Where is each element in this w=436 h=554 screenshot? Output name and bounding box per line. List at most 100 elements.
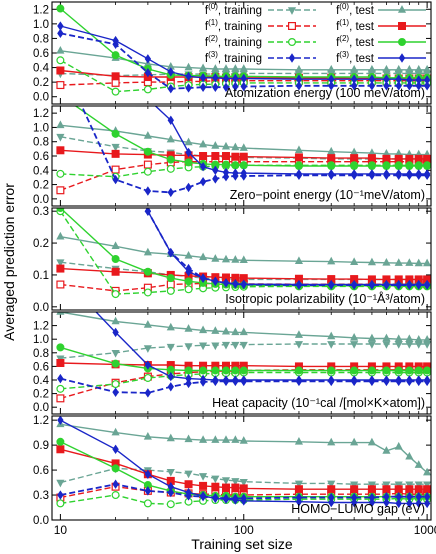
data-point	[111, 143, 120, 152]
data-point	[185, 83, 192, 93]
data-point	[382, 333, 391, 342]
data-point	[382, 366, 391, 375]
y-tick-label: 0.8	[33, 137, 49, 149]
data-point	[199, 252, 208, 261]
legend-label-base: f	[336, 53, 340, 65]
data-point	[231, 64, 240, 72]
data-point	[327, 341, 336, 349]
data-point	[239, 436, 248, 444]
data-point	[56, 4, 65, 13]
data-point	[184, 343, 193, 351]
data-point	[394, 64, 403, 73]
data-point	[414, 258, 423, 267]
data-point	[368, 169, 376, 179]
data-point	[405, 64, 414, 73]
data-point	[423, 481, 431, 490]
data-point	[328, 375, 335, 385]
data-point	[111, 78, 120, 87]
data-point	[367, 162, 376, 171]
data-point	[199, 325, 208, 334]
data-point	[56, 445, 65, 454]
legend-entry-1: f(1), training	[205, 18, 316, 33]
data-point	[405, 162, 414, 171]
data-point	[211, 482, 220, 491]
data-point	[394, 366, 403, 375]
data-point	[56, 133, 65, 142]
data-point	[221, 64, 231, 72]
data-point	[239, 478, 248, 487]
data-point	[239, 341, 248, 350]
data-point	[240, 375, 247, 385]
data-point	[231, 152, 240, 161]
data-point	[143, 267, 152, 276]
y-tick-label: 0.0	[33, 92, 49, 104]
y-tick-label: 0.2	[33, 180, 49, 192]
data-point	[350, 74, 358, 84]
data-point	[221, 326, 231, 335]
data-point	[415, 279, 422, 290]
data-point	[382, 341, 391, 349]
data-point	[212, 375, 219, 385]
legend-label-suffix: , training	[218, 53, 262, 65]
data-point	[423, 485, 431, 494]
data-point	[57, 21, 64, 31]
data-point	[414, 335, 423, 343]
y-tick-label: 0.3	[33, 490, 49, 502]
data-point	[211, 342, 220, 351]
data-point	[184, 434, 193, 443]
panel-series	[56, 4, 431, 96]
data-point	[350, 147, 359, 156]
data-point	[294, 256, 304, 265]
data-point	[405, 341, 414, 349]
y-tick-label: 0.6	[33, 48, 49, 60]
panel-frame	[51, 311, 432, 415]
series-7	[57, 21, 431, 85]
panel-frame	[51, 207, 432, 311]
data-point	[423, 498, 431, 509]
data-point	[231, 341, 240, 350]
data-point	[166, 468, 175, 477]
legend-entry-4: f(0), test	[336, 2, 426, 17]
data-point	[382, 162, 391, 171]
data-point	[185, 147, 192, 158]
data-point	[406, 81, 413, 91]
legend-label: f(1), test	[336, 18, 375, 33]
data-point	[184, 62, 193, 71]
data-point	[406, 498, 413, 509]
legend-sample-marker	[397, 5, 407, 13]
data-point	[56, 81, 65, 90]
data-point	[111, 290, 120, 299]
y-tick-label: 0.0	[33, 194, 49, 206]
data-point	[211, 254, 220, 262]
legend-label-base: f	[205, 37, 209, 49]
data-point	[56, 264, 65, 273]
series-7	[154, 106, 431, 179]
legend-label: f(1), training	[205, 18, 262, 33]
data-point	[199, 273, 207, 283]
data-point	[144, 54, 152, 64]
data-point	[350, 169, 358, 179]
data-point	[221, 254, 231, 263]
legend-label-sup: (3)	[208, 50, 218, 59]
y-tick-label: 0.1	[33, 270, 49, 282]
data-point	[232, 81, 239, 92]
data-point	[423, 366, 431, 375]
y-axis-label: Averaged prediction error	[1, 183, 17, 341]
data-point	[221, 341, 231, 350]
y-tick-label: 1.2	[33, 415, 49, 427]
legend-label-base: f	[336, 5, 340, 17]
data-point	[143, 431, 152, 440]
data-point	[405, 366, 414, 375]
panel-label: Atomization energy (100 meV/atom)	[225, 86, 425, 100]
data-point	[112, 327, 119, 338]
data-point	[295, 81, 303, 91]
data-point	[184, 366, 193, 375]
series-0	[56, 341, 431, 364]
data-point	[167, 382, 174, 392]
data-point	[143, 345, 152, 353]
data-point	[239, 327, 248, 336]
data-point	[199, 491, 207, 501]
data-point	[232, 495, 239, 505]
data-point	[405, 481, 414, 490]
data-point	[414, 162, 423, 171]
